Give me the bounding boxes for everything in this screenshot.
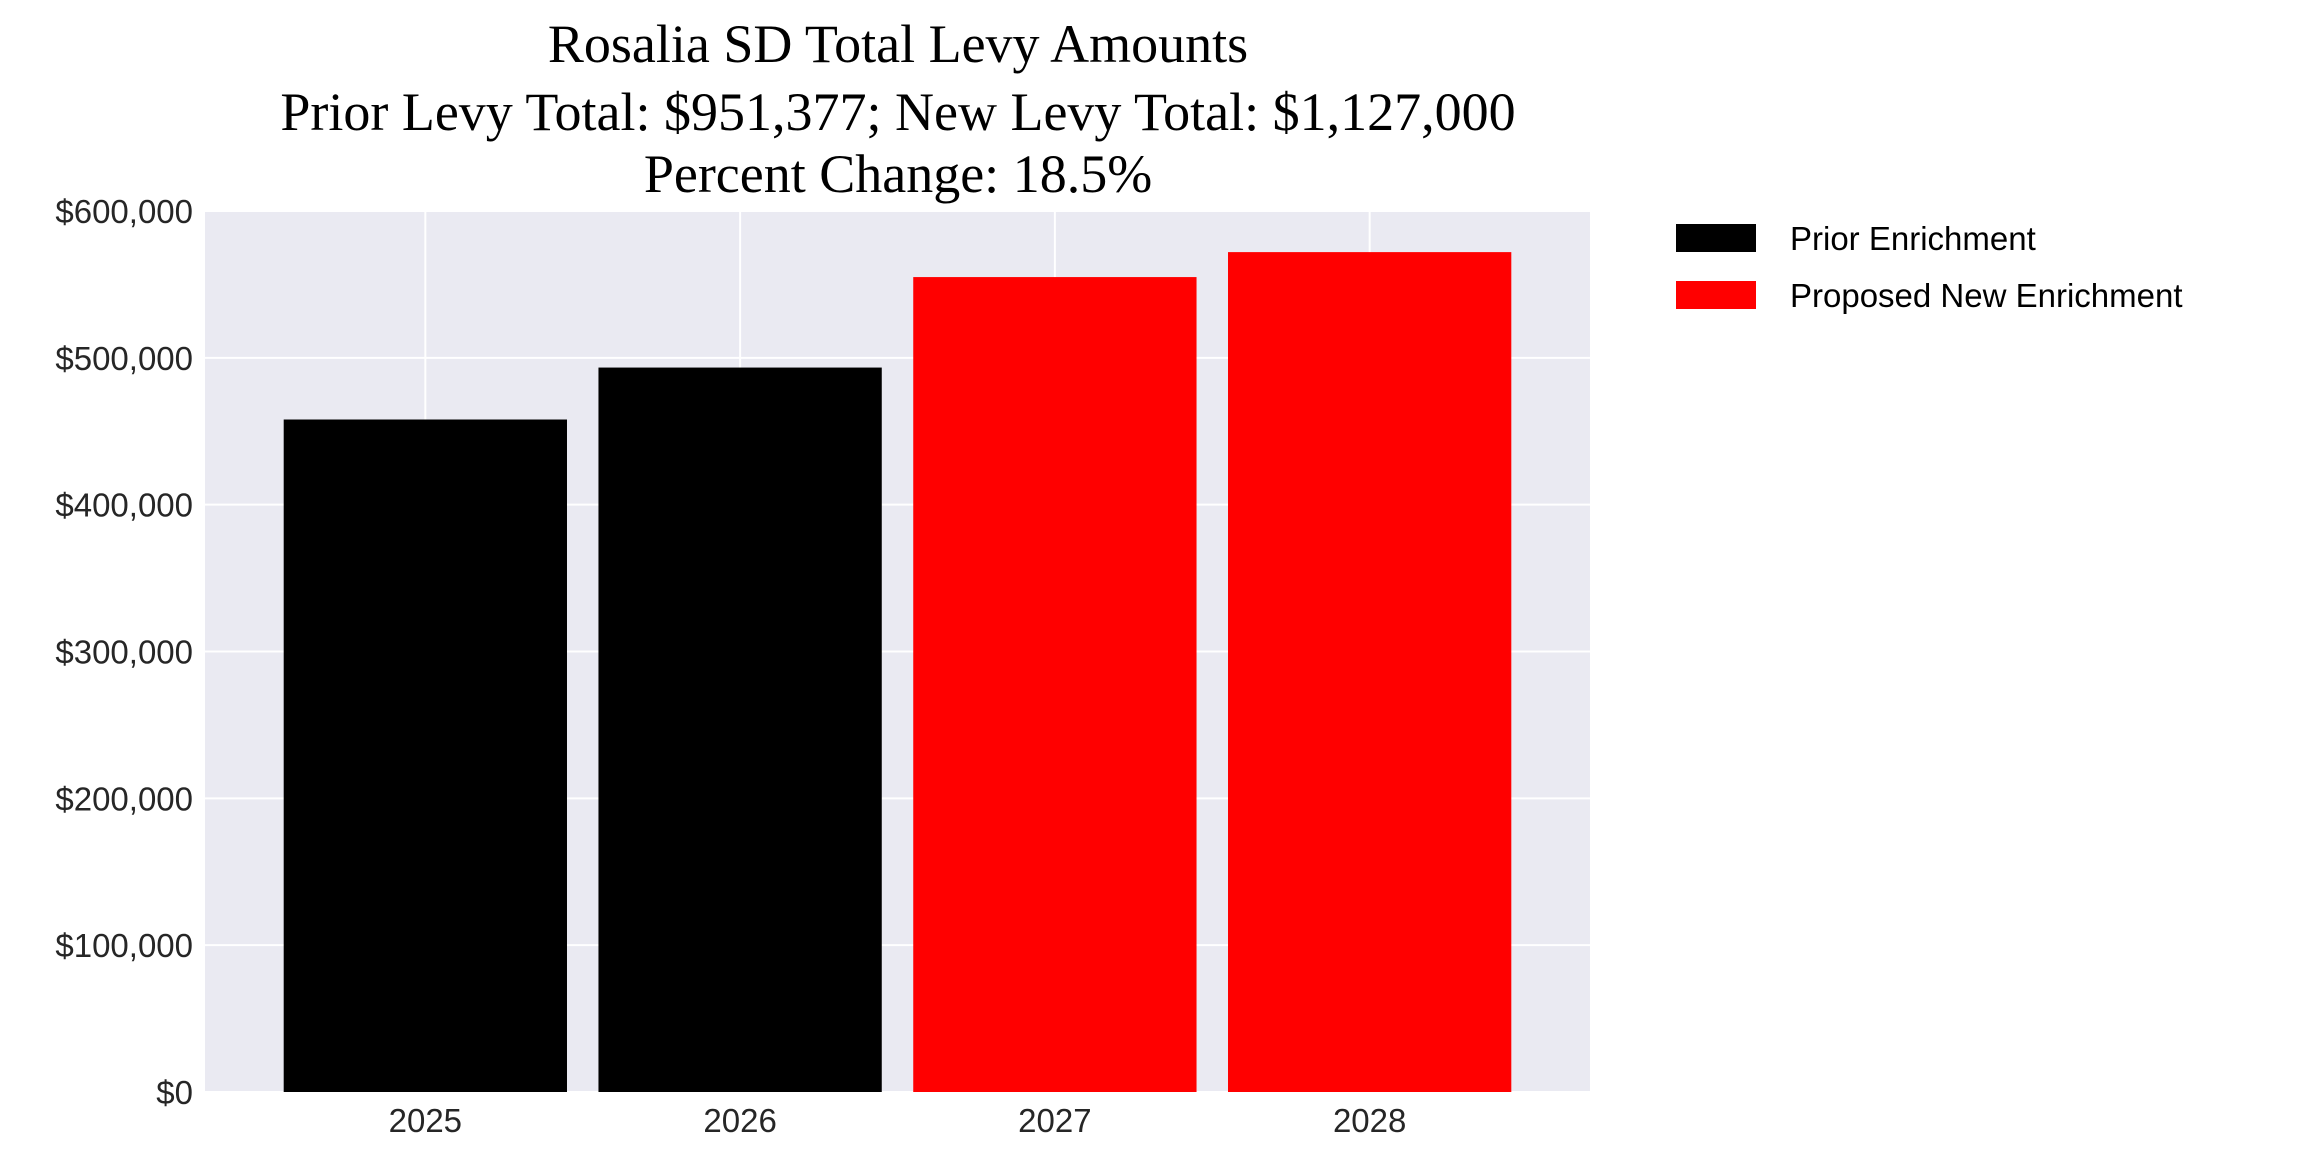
bar-2026 xyxy=(598,367,882,1092)
y-tick-label: $100,000 xyxy=(55,927,193,964)
legend-swatch xyxy=(1676,281,1756,309)
x-axis-ticks: 2025 2026 2027 2028 xyxy=(389,1102,1407,1139)
legend-swatch xyxy=(1676,224,1756,252)
chart-title-line-3: Percent Change: 18.5% xyxy=(644,144,1152,204)
y-tick-label: $300,000 xyxy=(55,634,193,671)
bar-2027 xyxy=(913,277,1197,1092)
y-tick-label: $0 xyxy=(156,1074,193,1111)
y-axis-ticks: $0 $100,000 $200,000 $300,000 $400,000 $500,0… xyxy=(55,193,193,1111)
y-tick-label: $600,000 xyxy=(55,193,193,230)
legend-label: Prior Enrichment xyxy=(1790,220,2036,257)
bars xyxy=(283,252,1512,1093)
x-tick-label: 2026 xyxy=(703,1102,776,1139)
y-tick-label: $500,000 xyxy=(55,340,193,377)
legend: Prior Enrichment Proposed New Enrichment xyxy=(1676,220,2183,314)
x-tick-label: 2025 xyxy=(389,1102,462,1139)
x-tick-label: 2028 xyxy=(1333,1102,1406,1139)
y-tick-label: $200,000 xyxy=(55,780,193,817)
chart-title-line-1: Rosalia SD Total Levy Amounts xyxy=(548,14,1248,74)
y-tick-label: $400,000 xyxy=(55,487,193,524)
x-tick-label: 2027 xyxy=(1018,1102,1091,1139)
bar-2025 xyxy=(283,419,567,1093)
chart-title-line-2: Prior Levy Total: $951,377; New Levy Tot… xyxy=(280,82,1515,142)
legend-label: Proposed New Enrichment xyxy=(1790,277,2183,314)
bar-2028 xyxy=(1228,252,1512,1092)
